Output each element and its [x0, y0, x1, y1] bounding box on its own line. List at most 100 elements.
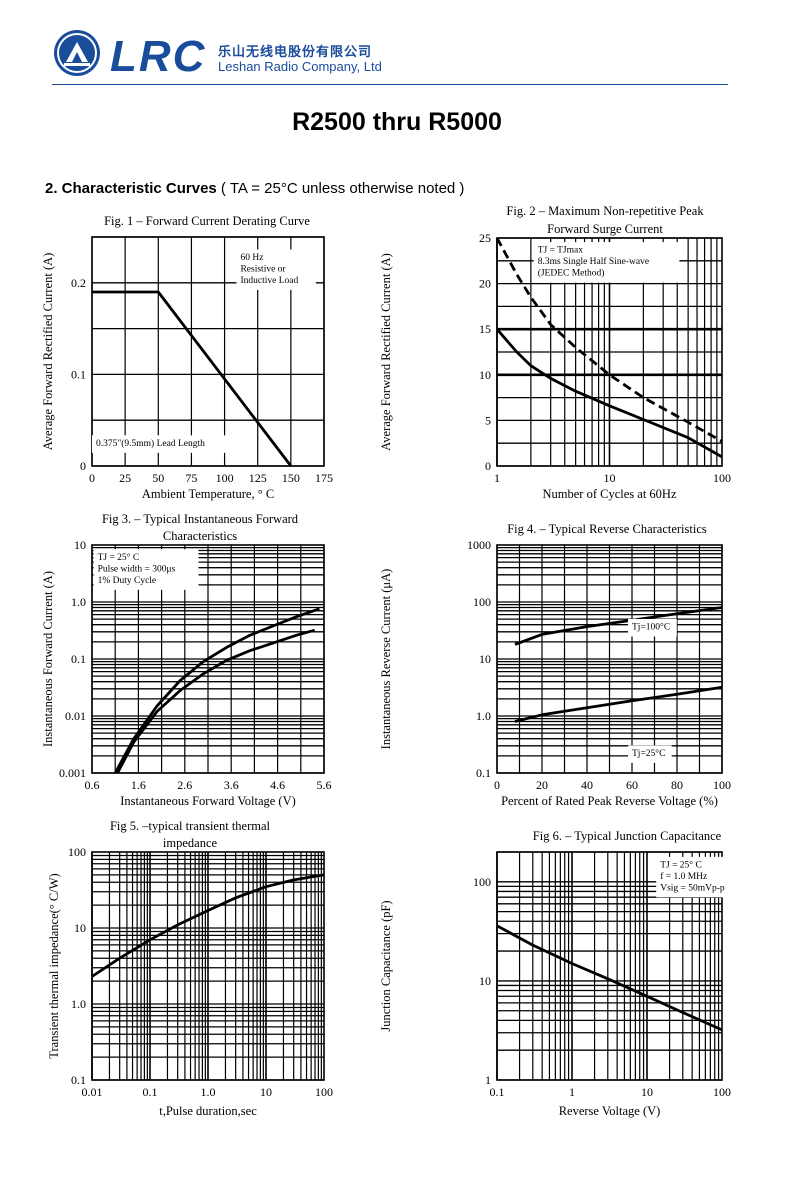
- x-tick-label: 25: [119, 471, 131, 485]
- series-line: [113, 607, 320, 774]
- plot-frame: [496, 237, 723, 467]
- chart-title: Fig 6. – Typical Junction Capacitance: [533, 829, 722, 843]
- header-rule: [52, 84, 728, 85]
- y-tick-label: 100: [68, 845, 86, 859]
- annotation-text: TJ = 25° C: [98, 552, 140, 563]
- annotation-text: Tj=100°C: [632, 621, 670, 632]
- series-line: [514, 685, 723, 723]
- plot-frame: [91, 236, 325, 467]
- x-tick-label: 100: [713, 778, 731, 792]
- y-axis-label: Instantaneous Reverse Current (μA): [379, 569, 393, 750]
- x-tick-label: 4.6: [270, 778, 285, 792]
- x-axis-label: t,Pulse duration,sec: [159, 1104, 257, 1118]
- y-axis-label: Average Forward Rectified Current (A): [379, 253, 393, 451]
- y-tick-label: 0.1: [71, 1073, 86, 1087]
- brand-wordmark: LRC: [110, 32, 207, 81]
- y-tick-label: 0.1: [476, 766, 491, 780]
- x-axis-label: Reverse Voltage (V): [559, 1104, 661, 1118]
- series-line: [495, 328, 723, 459]
- x-tick-label: 1: [494, 471, 500, 485]
- plot-frame: [496, 851, 723, 1081]
- y-tick-label: 0.2: [71, 276, 86, 290]
- x-tick-label: 0: [89, 471, 95, 485]
- y-tick-label: 1.0: [71, 997, 86, 1011]
- y-tick-label: 5: [485, 413, 491, 427]
- x-tick-label: 100: [315, 1085, 333, 1099]
- x-axis-label: Number of Cycles at 60Hz: [543, 487, 677, 501]
- chart-title: Forward Surge Current: [547, 222, 663, 236]
- annotation-box: [533, 242, 680, 283]
- x-tick-label: 0: [494, 778, 500, 792]
- x-tick-label: 1.0: [201, 1085, 216, 1099]
- chart-title: Fig 4. – Typical Reverse Characteristics: [507, 522, 707, 536]
- annotation-text: 0.375"(9.5mm) Lead Length: [96, 438, 205, 449]
- company-logo: [54, 30, 100, 76]
- annotation-box: [656, 856, 736, 898]
- annotation-box: [91, 435, 228, 453]
- annotation-text: Inductive Load: [240, 276, 298, 286]
- y-tick-label: 10: [479, 974, 491, 988]
- x-axis-label: Instantaneous Forward Voltage (V): [120, 794, 296, 808]
- x-tick-label: 80: [671, 778, 683, 792]
- annotation-text: 60 Hz: [240, 253, 263, 263]
- x-tick-label: 0.01: [82, 1085, 103, 1099]
- y-tick-label: 0: [80, 459, 86, 473]
- x-tick-label: 100: [713, 1085, 731, 1099]
- x-tick-label: 50: [152, 471, 164, 485]
- y-tick-label: 15: [479, 322, 491, 336]
- x-tick-label: 100: [216, 471, 234, 485]
- y-tick-label: 0.1: [71, 367, 86, 381]
- annotation-text: Pulse width = 300μs: [98, 564, 176, 574]
- fig3-chart: 0.6 1.6 2.6 3.6 4.6 5.6 0.001 0.01 0.1 1.0 10 Fig 3…: [41, 512, 332, 808]
- x-tick-label: 1.6: [131, 778, 146, 792]
- x-axis-label: Percent of Rated Peak Reverse Voltage (%…: [501, 794, 718, 808]
- x-tick-label: 1: [569, 1085, 575, 1099]
- x-tick-label: 20: [536, 778, 548, 792]
- y-tick-label: 100: [473, 875, 491, 889]
- x-tick-label: 75: [185, 471, 197, 485]
- series-line: [91, 873, 325, 978]
- annotation-box: [93, 549, 199, 590]
- x-tick-label: 175: [315, 471, 333, 485]
- x-tick-label: 60: [626, 778, 638, 792]
- annotation-text: (JEDEC Method): [538, 268, 605, 279]
- x-tick-label: 0.1: [490, 1085, 505, 1099]
- y-tick-label: 10: [74, 921, 86, 935]
- section-note: ( TA = 25°C unless otherwise noted ): [216, 180, 465, 197]
- plot-frame: [496, 544, 723, 774]
- y-tick-label: 1000: [467, 538, 491, 552]
- section-label: 2. Characteristic Curves: [45, 180, 217, 197]
- x-tick-label: 2.6: [177, 778, 192, 792]
- fig4-chart: 0 20 40 60 80 100 0.1 1.0 10 100 1000 Fig 4. – Typi…: [379, 522, 731, 808]
- chart-title: Fig. 1 – Forward Current Derating Curve: [104, 214, 310, 228]
- x-tick-label: 125: [249, 471, 267, 485]
- x-tick-label: 5.6: [317, 778, 332, 792]
- annotation-text: 8.3ms Single Half Sine-wave: [538, 256, 649, 267]
- plot-frame: [91, 851, 325, 1081]
- fig1-chart: 0 25 50 75 100 125 150 175 0 0.1 0.2 Fig. 1 – Forwa…: [41, 214, 333, 501]
- y-axis-label: Average Forward Rectified Current (A): [41, 253, 55, 451]
- annotation-text: TJ = TJmax: [538, 246, 584, 256]
- y-tick-label: 10: [74, 538, 86, 552]
- series-line: [116, 628, 316, 774]
- y-tick-label: 20: [479, 277, 491, 291]
- annotation-text: f = 1.0 MHz: [660, 871, 707, 882]
- x-tick-label: 150: [282, 471, 300, 485]
- chart-title: Characteristics: [163, 529, 237, 543]
- x-tick-label: 3.6: [224, 778, 239, 792]
- y-tick-label: 0.1: [71, 652, 86, 666]
- annotation-box: [628, 618, 677, 637]
- y-tick-label: 0: [485, 459, 491, 473]
- y-tick-label: 10: [479, 368, 491, 382]
- annotation-text: Tj=25°C: [632, 748, 665, 759]
- annotation-box: [236, 249, 316, 290]
- series-line: [92, 290, 293, 467]
- annotation-text: Vsig = 50mVp-p: [660, 883, 725, 893]
- x-tick-label: 10: [641, 1085, 653, 1099]
- annotation-box: [628, 745, 672, 763]
- annotation-text: TJ = 25° C: [660, 859, 702, 870]
- chart-title: Fig 3. – Typical Instantaneous Forward: [102, 512, 299, 526]
